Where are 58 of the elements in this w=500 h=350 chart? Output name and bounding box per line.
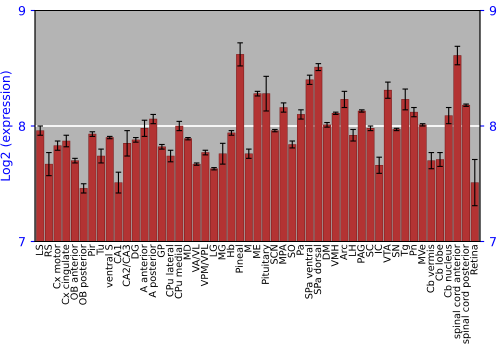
x-tick-label: PAG (357, 245, 365, 263)
x-tick-label: ME (253, 244, 260, 258)
x-tick-label: OB posterior (78, 244, 88, 305)
x-tick-label: Tg (400, 245, 410, 256)
x-tick-label: LG (210, 245, 217, 256)
x-tick-label: SCN (270, 245, 278, 264)
x-tick-label: RS (44, 244, 52, 256)
x-tick-label: SPa ventral (304, 245, 312, 299)
x-tick-label: Cb nucleus (444, 244, 452, 298)
x-tick-label: DM (322, 245, 330, 260)
x-tick-label: A anterior (140, 244, 148, 292)
x-tick-label: MVe (418, 244, 426, 264)
x-tick-label: CPu medial (174, 245, 182, 298)
x-tick-label: VPM/VPL (200, 244, 209, 286)
x-tick-label: SN (392, 245, 400, 258)
x-tick-label: GP (157, 244, 165, 258)
x-tick-label: A posterior (148, 244, 158, 298)
x-tick-label: DG (131, 245, 139, 258)
x-tick-label: MPA (279, 244, 286, 264)
y-tick-label: 7 (19, 237, 25, 246)
x-tick-label: VA/VL (192, 244, 200, 272)
x-tick-label: MG (218, 245, 226, 260)
x-tick-label: SC (366, 244, 374, 257)
x-tick-label: Cx motor (53, 244, 60, 289)
x-tick-label: Tu (96, 245, 104, 255)
y2-tick-label: 7 (490, 237, 496, 246)
y-tick-label: 9 (18, 6, 26, 16)
x-tick-label: spinal cord posterior (461, 244, 471, 344)
x-tick-label: Pn (410, 245, 417, 256)
x-tick-label: Pa (296, 245, 304, 255)
x-tick-label: Cb lobe (435, 244, 443, 281)
y-tick-label: 8 (18, 121, 26, 131)
x-tick-label: VMH (331, 245, 338, 267)
y2-tick-label: 9 (490, 6, 496, 16)
x-tick-label: Hb (226, 244, 234, 257)
x-tick-label: MD (184, 244, 191, 260)
x-tick-label: Pituitary (261, 244, 271, 284)
x-tick-label: Retina (470, 245, 478, 274)
x-tick-label: ventral S (105, 244, 113, 288)
x-tick-label: OB anterior (70, 244, 78, 300)
x-tick-label: M (244, 245, 252, 252)
x-tick-label: LH (348, 245, 356, 256)
x-tick-label: VTA (383, 244, 391, 263)
x-tick-label: CA1 (114, 245, 122, 264)
x-tick-label: CA2/CA3 (122, 245, 131, 286)
y2-tick-label: 8 (490, 121, 496, 131)
y-axis-title: Log2 (expression) (0, 71, 12, 180)
x-tick-label: Cx cingulate (62, 244, 71, 304)
x-tick-label: CPu lateral (166, 245, 174, 297)
x-tick-label: SPa dorsal (314, 245, 322, 294)
x-tick-label: Pineal (235, 245, 243, 272)
x-tick-label: Arc (340, 244, 348, 260)
x-tick-label: Cb vermis (426, 244, 434, 293)
x-tick-label: spinal cord anterior (452, 244, 462, 339)
x-tick-label: Pir (88, 244, 96, 256)
x-tick-label: SO (288, 244, 296, 258)
x-tick-label: IC (374, 244, 382, 253)
x-tick-label: LS (36, 244, 44, 255)
